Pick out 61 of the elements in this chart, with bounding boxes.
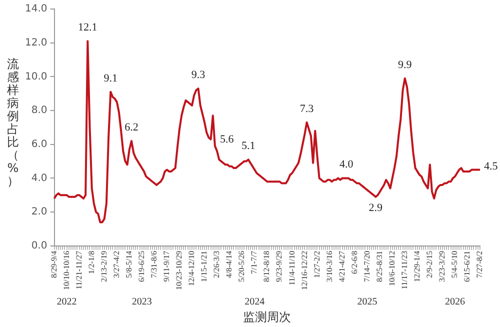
data-label: 5.1 — [241, 140, 256, 152]
x-tick-label: 12/16-12/22 — [300, 250, 309, 290]
x-tick-label: 12/29-1/4 — [412, 250, 422, 282]
text: 2024 — [244, 296, 265, 308]
x-tick-label: 1/15-1/21 — [200, 250, 209, 282]
x-tick-label: 2/9-2/15 — [425, 250, 434, 278]
y-tick-label: 14.0 — [25, 4, 48, 15]
x-tick-label: 9/11-9/17 — [162, 250, 172, 282]
x-tick-label: 12/4-12/10 — [187, 250, 196, 286]
x-tick-label: 1/2-1/8 — [86, 250, 96, 274]
x-tick-label: 7/31-8/6 — [150, 250, 159, 278]
y-tick-label: 10.0 — [25, 71, 48, 82]
x-tick-label: 7/14-7/20 — [362, 250, 372, 282]
x-tick-label: 6/2-6/8 — [350, 250, 359, 274]
y-tick-label: 4.0 — [31, 172, 48, 184]
x-tick-label: 3/23-3/29 — [438, 250, 447, 282]
text: 2022 — [56, 296, 77, 308]
x-tick-label: 5/20-5/26 — [237, 250, 246, 282]
x-axis-title: 监测周次 — [243, 310, 292, 324]
x-tick-label: 5/8-5/14 — [124, 250, 134, 278]
y-tick-label: 2.0 — [31, 206, 48, 218]
data-label: 5.6 — [220, 134, 234, 146]
data-label: 4.0 — [340, 158, 354, 171]
x-tick-label: 9/23-9/29 — [274, 250, 284, 282]
x-tick-label: 4/8-4/14 — [224, 250, 234, 278]
x-tick-label: 10/10-10/16 — [62, 250, 71, 290]
data-label: 4.5 — [484, 160, 498, 173]
text: 流感样病例占比（%） — [7, 57, 19, 188]
data-label: 7.3 — [300, 102, 314, 115]
x-tick-label: 11/21-11/27 — [74, 250, 84, 290]
x-tick-label: 7/27-8/2 — [475, 250, 484, 278]
x-tick-label: 8/29-9/4 — [49, 250, 58, 278]
x-tick-label: 8/12-8/18 — [262, 250, 272, 282]
data-label: 9.9 — [398, 58, 412, 71]
x-tick-label: 4/21-4/27 — [337, 250, 346, 282]
x-tick-label: 3/27-4/2 — [112, 250, 121, 278]
x-tick-label: 11/4-11/10 — [287, 250, 296, 286]
x-tick-label: 10/23-10/29 — [174, 250, 184, 290]
data-label: 9.3 — [191, 68, 206, 81]
data-label: 6.2 — [124, 121, 138, 134]
data-label: 2.9 — [368, 202, 384, 214]
text: 2023 — [132, 296, 152, 308]
y-tick-label: 6.0 — [31, 138, 48, 150]
y-tick-label: 0.0 — [31, 240, 48, 252]
x-tick-label: 2/13-2/19 — [99, 250, 108, 282]
x-tick-label: 1/27-2/2 — [312, 250, 322, 278]
data-label: 12.1 — [78, 22, 98, 34]
x-tick-label: 3/10-3/16 — [324, 250, 334, 282]
x-tick-label: 10/6-10/12 — [387, 250, 396, 286]
x-tick-label: 2/26-3/3 — [212, 250, 222, 278]
x-tick-label: 5/4-5/10 — [450, 250, 460, 278]
x-tick-label: 7/1-7/7 — [250, 250, 259, 274]
text: 2025 — [357, 296, 378, 308]
y-tick-label: 8.0 — [31, 105, 48, 116]
y-tick-label: 12.0 — [25, 37, 48, 48]
data-label: 9.1 — [104, 72, 118, 84]
x-tick-label: 6/15-6/21 — [462, 250, 472, 282]
x-tick-label: 8/25-8/31 — [374, 250, 384, 282]
text: 2026 — [444, 296, 465, 308]
x-tick-label: 11/17-11/23 — [400, 250, 409, 290]
x-tick-label: 6/19-6/25 — [137, 250, 146, 282]
